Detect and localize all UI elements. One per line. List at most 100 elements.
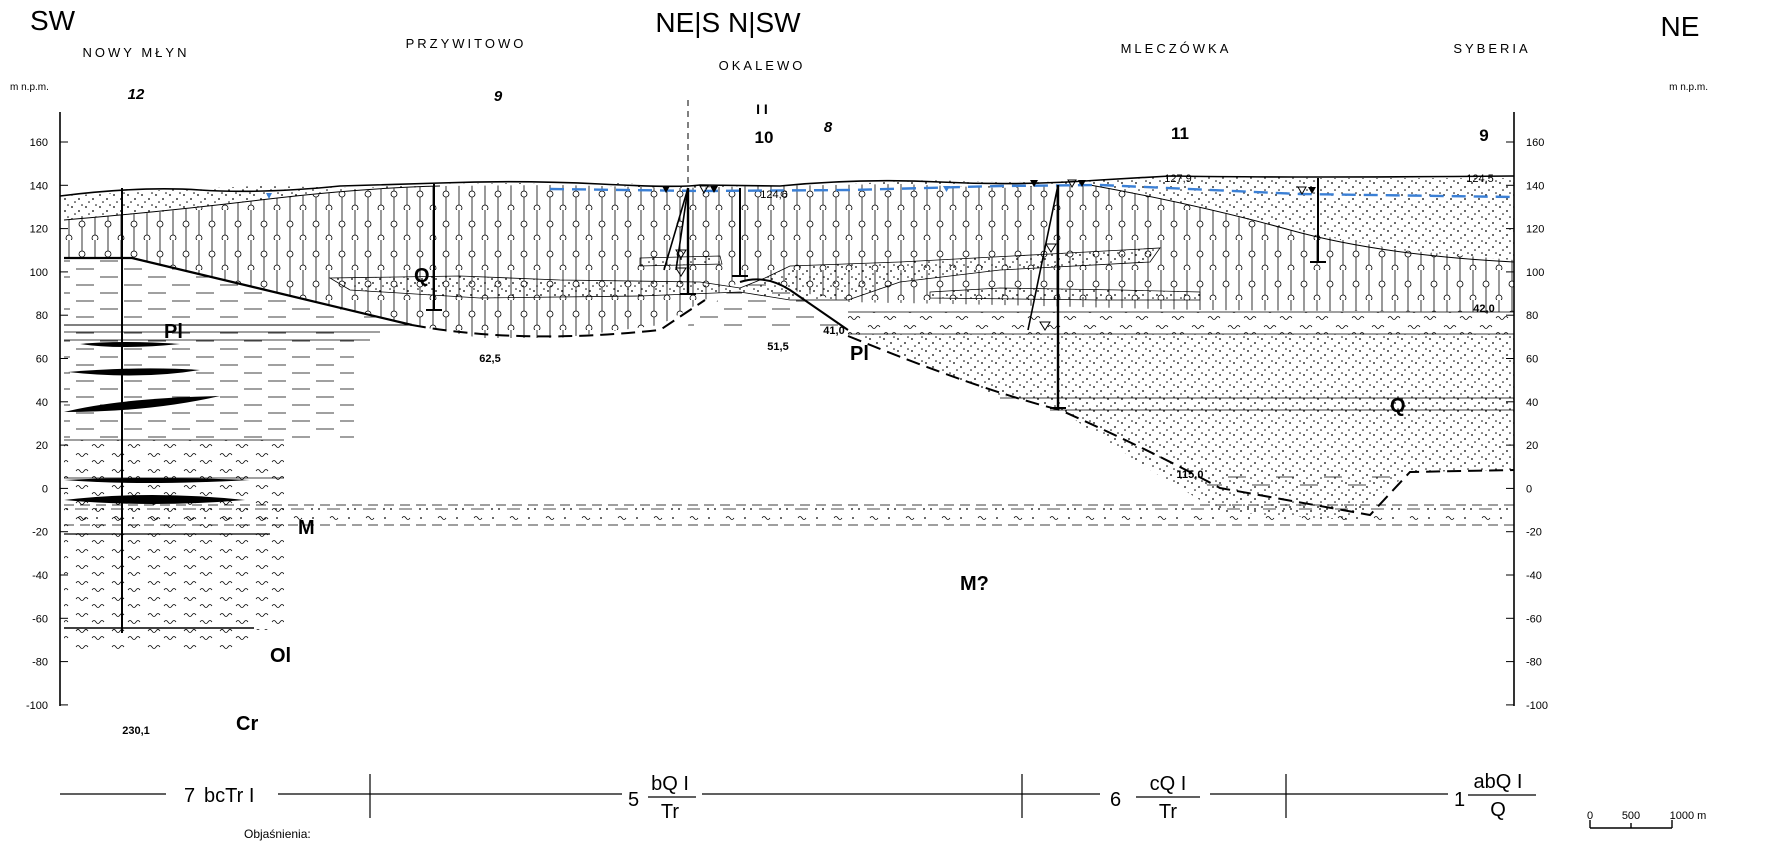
zone-label-bg <box>1100 766 1210 822</box>
axis-tick-label: -20 <box>1526 527 1542 539</box>
lignite-lens <box>64 478 250 483</box>
axis-tick-label: 100 <box>30 267 48 279</box>
section-break-marks: I I <box>756 101 768 117</box>
borehole-11-deviation <box>1027 184 1059 331</box>
water-level-marker <box>710 186 718 193</box>
zone-number: 5 <box>628 789 639 811</box>
geology-label-cr: Cr <box>236 713 258 735</box>
water-level-marker <box>1078 180 1086 187</box>
axis-tick-label: 160 <box>1526 137 1544 149</box>
scale-label: 0 <box>1587 810 1593 822</box>
geology-label-m: M <box>298 517 315 539</box>
axis-tick-label: 80 <box>36 310 48 322</box>
elevation-label: 124,6 <box>760 189 788 201</box>
geology-label-pl: Pl <box>164 321 183 343</box>
axis-tick-label: -40 <box>1526 570 1542 582</box>
locality-przywitowo: PRZYWITOWO <box>406 36 527 51</box>
axis-tick-label: 100 <box>1526 267 1544 279</box>
sand-lens-right <box>929 287 1201 301</box>
legend-title: Objaśnienia: <box>244 827 311 841</box>
axis-tick-label: -100 <box>1526 700 1548 712</box>
water-level-marker <box>1039 321 1051 331</box>
axis-tick-label: -20 <box>32 527 48 539</box>
borehole-label: 12 <box>128 86 145 103</box>
locality-nowy-mlyn: NOWY MŁYN <box>83 45 190 60</box>
depth-label: 51,5 <box>767 341 788 353</box>
scale-label: 500 <box>1622 810 1640 822</box>
water-level-marker <box>1067 179 1077 189</box>
axis-tick-label: 60 <box>1526 354 1538 366</box>
lignite-lens <box>64 495 245 504</box>
pl-top-left-line <box>64 256 413 327</box>
water-level-marker <box>675 267 687 277</box>
axis-tick-label: 0 <box>1526 483 1532 495</box>
direction-left: SW <box>30 5 76 36</box>
sand-lens-small <box>639 255 723 267</box>
locality-syberia: SYBERIA <box>1453 41 1530 56</box>
axis-unit-right: m n.p.m. <box>1669 82 1708 93</box>
axis-tick-label: -60 <box>1526 613 1542 625</box>
axis-tick-label: -40 <box>32 570 48 582</box>
depth-label: 42,0 <box>1473 303 1494 315</box>
zone-numerator: cQ I <box>1150 773 1187 795</box>
axis-tick-label: 40 <box>36 397 48 409</box>
locality-mleczowka: MLECZÓWKA <box>1121 41 1232 56</box>
right-axis-ticks: 160 140 120 100 80 60 40 20 0 -20 -40 -60 -80 -100 <box>1506 137 1548 712</box>
scale-label: 1000 m <box>1670 810 1707 822</box>
water-level-marker <box>1297 186 1307 196</box>
axis-tick-label: 0 <box>42 483 48 495</box>
depth-label: 62,5 <box>479 353 500 365</box>
axis-tick-label: 120 <box>30 224 48 236</box>
water-level-marker <box>1030 180 1038 187</box>
miocene-layer <box>64 505 1514 525</box>
water-level-marker <box>1045 243 1057 253</box>
sand-base-line-right <box>1089 184 1515 263</box>
axis-tick-label: 160 <box>30 137 48 149</box>
zone-number: 6 <box>1110 789 1121 811</box>
pl-top-dashed <box>411 299 706 338</box>
depth-label: 230,1 <box>122 725 150 737</box>
zone-code: bcTr I <box>204 785 254 807</box>
water-table-line <box>549 183 1515 199</box>
quaternary-sand-right <box>848 334 1514 520</box>
lignite-lens <box>80 342 180 347</box>
axis-tick-label: -80 <box>1526 657 1542 669</box>
zone-numerator: bQ I <box>651 773 689 795</box>
valley-base-dashed <box>847 335 1515 517</box>
water-level-marker <box>1308 187 1316 194</box>
pl-mound-line <box>739 278 849 331</box>
geology-label-m-question: M? <box>960 573 989 595</box>
direction-right: NE <box>1661 11 1700 42</box>
water-table-marker <box>943 186 950 192</box>
surface-sand <box>64 176 1514 260</box>
zone-label-bg <box>622 766 702 822</box>
axis-tick-label: 40 <box>1526 397 1538 409</box>
zone-number: 7 <box>184 785 195 807</box>
water-table-marker <box>266 193 272 199</box>
water-level-marker <box>662 186 670 193</box>
elevation-label: 127,9 <box>1164 173 1192 185</box>
ground-surface-line <box>59 175 1515 197</box>
borehole-label: 9 <box>1479 126 1488 145</box>
lignite-lens <box>64 396 220 412</box>
borehole-10-deviation <box>663 187 689 271</box>
axis-tick-label: 120 <box>1526 224 1544 236</box>
borehole-label: 11 <box>1171 124 1189 143</box>
zone-number: 1 <box>1454 789 1465 811</box>
axis-tick-label: 140 <box>30 180 48 192</box>
borehole-label: 10 <box>755 128 774 147</box>
cretaceous-layer <box>64 628 254 650</box>
depth-label: 41,0 <box>823 325 844 337</box>
silt-band-right <box>848 312 1514 334</box>
zone-denominator: Tr <box>661 801 679 823</box>
axis-tick-label: 20 <box>36 440 48 452</box>
lignite-lens <box>68 368 200 376</box>
geology-label-ol: Ol <box>270 645 291 667</box>
direction-center: NE|S N|SW <box>655 7 801 38</box>
water-level-marker <box>699 185 709 195</box>
borehole-label: 9 <box>494 88 503 105</box>
axis-tick-label: 60 <box>36 354 48 366</box>
borehole-label: 8 <box>824 119 833 136</box>
depth-label: 115,0 <box>1177 469 1204 481</box>
